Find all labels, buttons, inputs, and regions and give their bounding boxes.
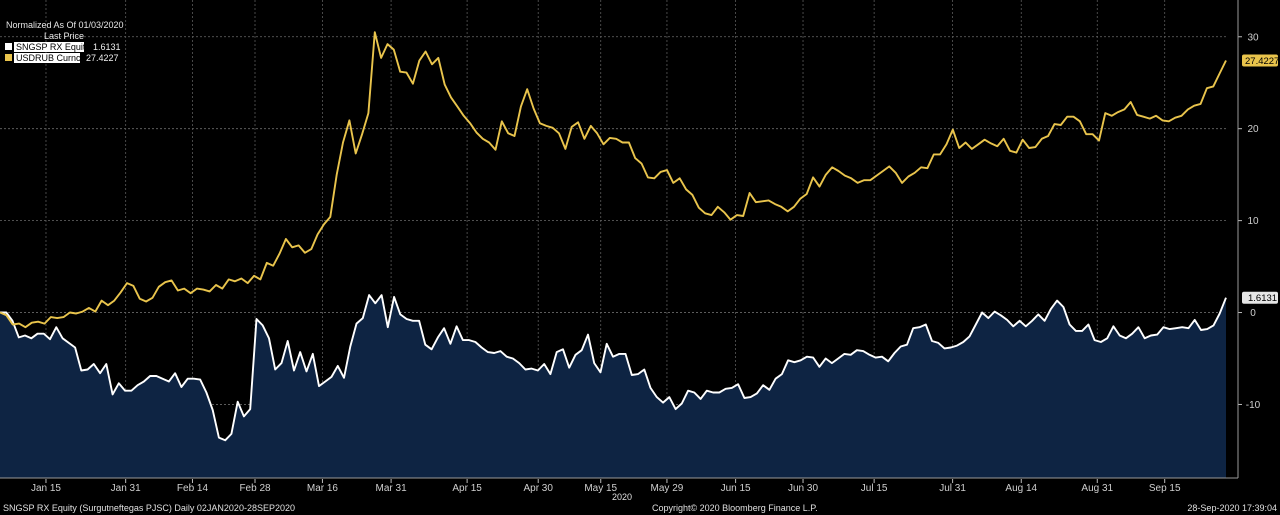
footer-right: 28-Sep-2020 17:39:04 [1187, 503, 1277, 513]
area-layer [0, 295, 1226, 478]
grid-layer [0, 0, 1226, 478]
last-value-tag-sngsp-bg [1242, 291, 1278, 304]
footer-left: SNGSP RX Equity (Surgutneftegas PJSC) Da… [3, 503, 295, 513]
last-value-tag-usdrub: 27.4227 [1242, 54, 1279, 67]
x-tick-label: Jan 31 [111, 483, 141, 494]
x-tick-label: Aug 14 [1005, 483, 1037, 494]
x-tick-label: Jul 31 [939, 483, 966, 494]
y-tick-label: 0 [1250, 308, 1256, 319]
legend-label-bg-usdrub [14, 53, 80, 63]
legend-swatch-sngsp [5, 43, 12, 50]
legend-value-usdrub: 27.4227 [86, 53, 119, 63]
x-tick-label: May 15 [584, 483, 617, 494]
x-tick-label: Feb 14 [177, 483, 209, 494]
chart-title: Normalized As Of 01/03/2020 [6, 20, 124, 30]
x-tick-label: Apr 30 [523, 483, 553, 494]
series-area-0 [0, 295, 1226, 478]
legend-swatch-usdrub [5, 54, 12, 61]
y-tick-label: -10 [1246, 400, 1261, 411]
x-tick-label: Feb 28 [239, 483, 271, 494]
last-value-tag-sngsp-text: 1.6131 [1248, 293, 1277, 304]
legend-label-sngsp: SNGSP RX Equity [16, 42, 90, 52]
x-tick-label: Apr 15 [452, 483, 482, 494]
x-tick-label: Jun 30 [788, 483, 818, 494]
x-tick-label: Jul 15 [861, 483, 888, 494]
legend-label-bg-sngsp [14, 42, 84, 52]
y-tick-label: 10 [1247, 216, 1259, 227]
legend-label-usdrub: USDRUB Curncy [16, 53, 86, 63]
series-line-0 [0, 294, 1227, 442]
x-tick-label: Mar 31 [376, 483, 408, 494]
last-value-tag-usdrub-bg [1242, 54, 1278, 67]
last-value-tag-sngsp: 1.6131 [1242, 291, 1278, 304]
x-tick-label: May 29 [651, 483, 684, 494]
x-tick-label: Aug 31 [1081, 483, 1113, 494]
y-tick-label: 20 [1247, 124, 1259, 135]
y-tick-label: 30 [1247, 32, 1259, 43]
legend-header: Last Price [44, 31, 84, 41]
line-layer [0, 31, 1227, 442]
x-tick-label: Jan 15 [31, 483, 61, 494]
series-line-1 [0, 31, 1227, 329]
axis-layer: 30 20 10 0 -10 Jan 15 Jan 31 Feb 14 Feb 28 Mar 16… [0, 0, 1261, 494]
last-value-tag-usdrub-text: 27.4227 [1245, 56, 1279, 67]
legend-value-sngsp: 1.6131 [93, 42, 121, 52]
x-tick-label: Jun 15 [721, 483, 751, 494]
legend: Normalized As Of 01/03/2020 Last Price S… [5, 20, 124, 63]
x-year-label: 2020 [612, 492, 632, 502]
x-tick-label: Sep 15 [1149, 483, 1181, 494]
x-tick-label: Mar 16 [307, 483, 339, 494]
footer-center: Copyright© 2020 Bloomberg Finance L.P. [652, 503, 818, 513]
